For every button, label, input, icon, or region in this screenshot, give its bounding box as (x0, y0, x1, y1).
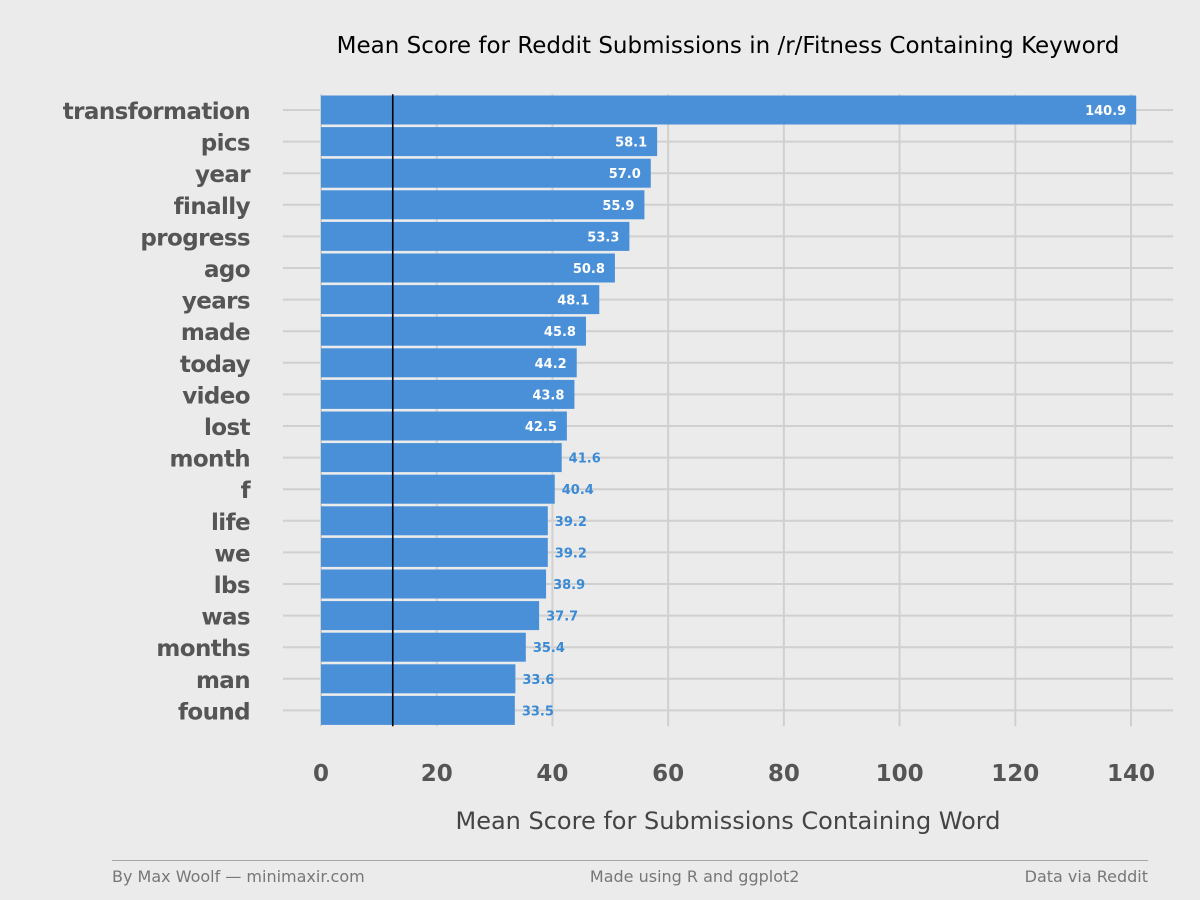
x-tick-label: 20 (421, 761, 453, 787)
value-label: 58.1 (615, 136, 647, 151)
category-label: ago (204, 257, 250, 283)
category-label: made (181, 320, 250, 346)
category-label: finally (174, 194, 251, 220)
x-tick-label: 80 (768, 761, 800, 787)
value-label: 37.7 (546, 610, 578, 625)
chart-title: Mean Score for Reddit Submissions in /r/… (337, 33, 1120, 59)
value-label: 35.4 (533, 641, 565, 656)
value-label: 39.2 (555, 515, 587, 530)
bar (321, 443, 562, 473)
value-label: 57.0 (609, 167, 641, 182)
x-axis-title: Mean Score for Submissions Containing Wo… (455, 807, 1000, 835)
footer-credit: By Max Woolf — minimaxir.com (112, 867, 365, 886)
category-label: man (196, 668, 250, 694)
category-label: progress (140, 225, 250, 251)
value-label: 40.4 (562, 483, 594, 498)
x-tick-label: 140 (1107, 761, 1155, 787)
value-label: 50.8 (573, 262, 605, 277)
bar (321, 664, 516, 694)
category-label: transformation (63, 99, 250, 125)
value-label: 33.6 (522, 673, 554, 688)
value-label: 55.9 (602, 199, 634, 214)
category-label: pics (201, 131, 250, 157)
category-label: was (201, 605, 250, 631)
value-label: 43.8 (532, 388, 564, 403)
footer-source: Data via Reddit (1024, 867, 1148, 886)
bar (321, 190, 645, 220)
bar (321, 158, 651, 188)
category-label: lbs (214, 573, 250, 599)
category-label: lost (204, 415, 251, 441)
value-label: 33.5 (522, 704, 554, 719)
bar (321, 506, 548, 536)
category-label: found (178, 699, 250, 725)
category-label: year (195, 162, 251, 188)
value-label: 45.8 (544, 325, 576, 340)
value-label: 38.9 (553, 578, 585, 593)
value-label: 140.9 (1085, 104, 1126, 119)
bar (321, 127, 658, 157)
grid-layer (283, 94, 1173, 727)
category-label: months (156, 636, 250, 662)
category-label: today (180, 352, 251, 378)
labels-layer: 0 20 40 60 80 100 120 140 transformation 140.9 pic… (63, 99, 1155, 787)
category-label: we (214, 541, 250, 567)
value-label: 44.2 (535, 357, 567, 372)
bar (321, 695, 515, 725)
value-label: 39.2 (555, 546, 587, 561)
value-label: 53.3 (587, 230, 619, 245)
category-label: month (169, 447, 250, 473)
bar (321, 411, 567, 441)
bar (321, 569, 547, 599)
bar-chart: Mean Score for Reddit Submissions in /r/… (63, 33, 1173, 835)
bar (321, 221, 630, 251)
bar (321, 537, 548, 567)
x-tick-label: 60 (652, 761, 684, 787)
bars-layer (321, 95, 1137, 725)
bar (321, 285, 600, 315)
bar (321, 316, 586, 346)
category-label: years (182, 289, 250, 315)
bar (321, 348, 577, 378)
bar (321, 379, 575, 409)
footer: By Max Woolf — minimaxir.com Made using … (112, 860, 1148, 886)
bar (321, 632, 526, 662)
category-label: video (182, 383, 250, 409)
value-label: 48.1 (557, 294, 589, 309)
x-tick-label: 120 (991, 761, 1039, 787)
bar (321, 601, 540, 631)
value-label: 41.6 (569, 452, 601, 467)
x-tick-label: 0 (313, 761, 329, 787)
bar (321, 474, 555, 504)
x-tick-label: 100 (876, 761, 924, 787)
category-label: f (241, 478, 252, 504)
footer-tools: Made using R and ggplot2 (589, 867, 800, 886)
bar (321, 95, 1137, 125)
category-label: life (211, 510, 250, 536)
bar (321, 253, 615, 283)
x-tick-label: 40 (536, 761, 568, 787)
value-label: 42.5 (525, 420, 557, 435)
